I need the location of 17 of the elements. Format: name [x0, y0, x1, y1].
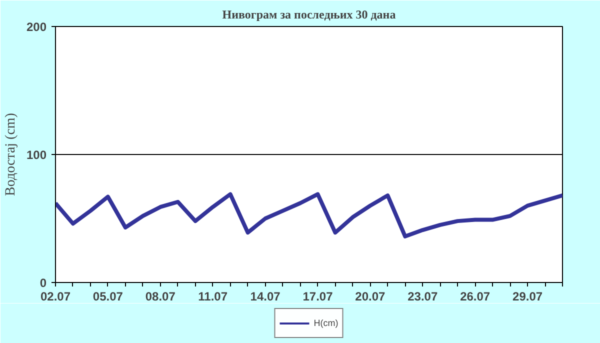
x-tick-label: 05.07	[92, 290, 124, 304]
x-tick-label: 08.07	[145, 290, 176, 304]
x-tick-label: 20.07	[355, 290, 386, 304]
x-tick-label: 14.07	[250, 290, 281, 304]
x-tick-label: 11.07	[198, 290, 228, 304]
y-tick-label: 100	[26, 148, 47, 162]
x-tick-label: 26.07	[460, 290, 490, 304]
x-tick-label: 23.07	[408, 290, 438, 304]
x-tick-label: 02.07	[40, 290, 71, 304]
chart-title: Нивограм за последњих 30 дана	[222, 8, 396, 22]
legend-label: H(cm)	[314, 318, 338, 328]
y-tick-label: 200	[26, 20, 47, 34]
line-series	[56, 192, 562, 238]
y-axis-title: Водостај (cm)	[3, 112, 18, 196]
y-tick-label: 0	[40, 276, 47, 290]
x-tick-label: 17.07	[302, 290, 334, 304]
x-tick-label: 29.07	[512, 290, 543, 304]
